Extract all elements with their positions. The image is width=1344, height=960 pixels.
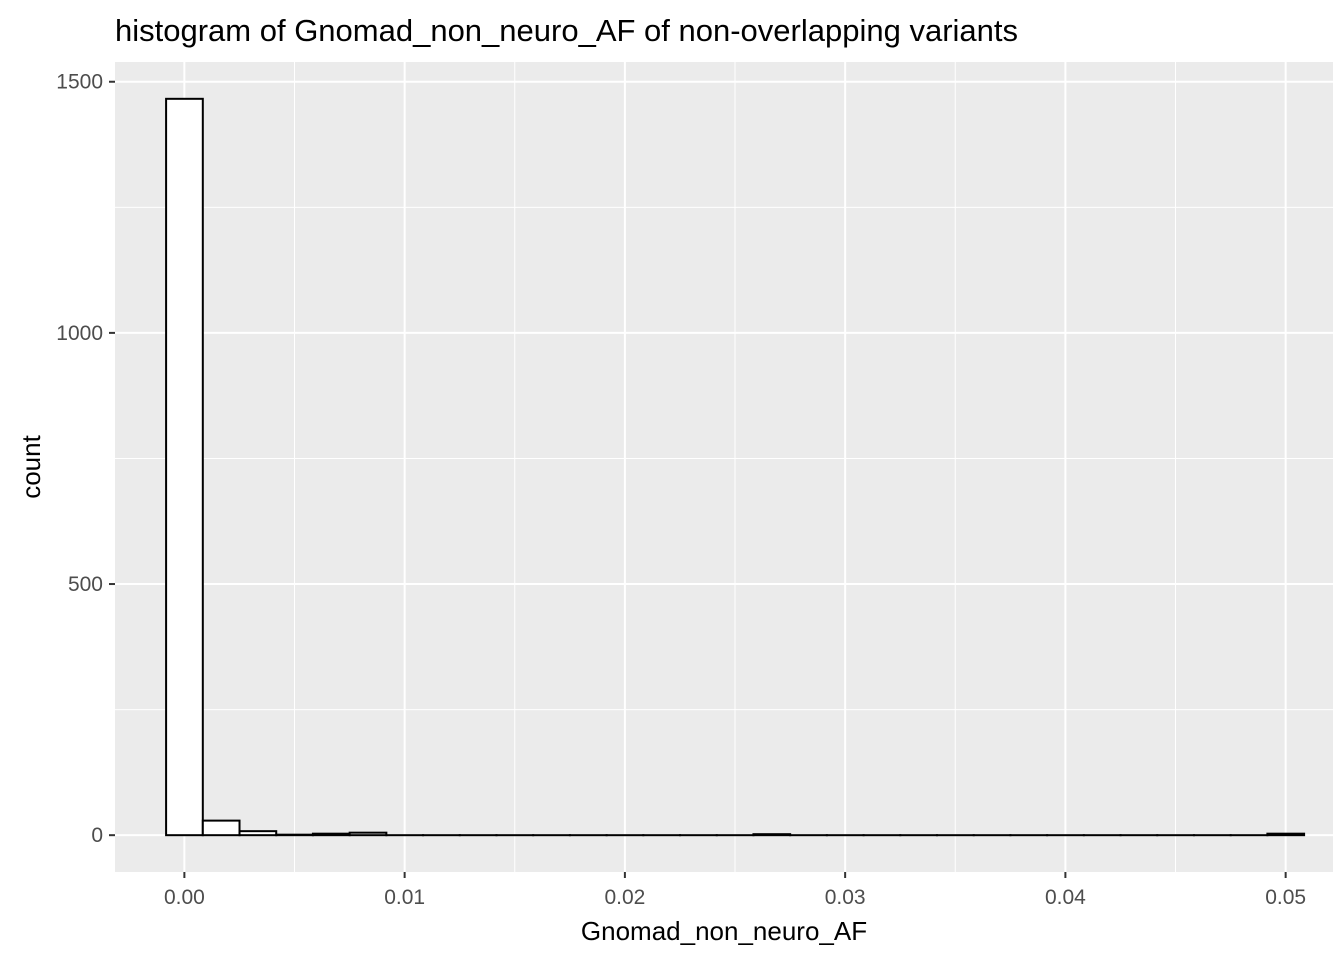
y-tick-label: 500 <box>68 573 103 596</box>
histogram-bar <box>348 831 388 837</box>
x-tick-label: 0.01 <box>384 886 425 909</box>
x-tick-label: 0.05 <box>1265 886 1306 909</box>
x-tick-label: 0.00 <box>164 886 205 909</box>
histogram-bar <box>311 832 351 837</box>
histogram-bar <box>275 833 314 837</box>
histogram-bar <box>752 833 792 837</box>
x-tick-label: 0.02 <box>604 886 645 909</box>
y-tick-label: 1500 <box>56 71 103 94</box>
y-tick-label: 0 <box>91 824 103 847</box>
y-axis-title: count <box>16 434 46 498</box>
plot-panel <box>115 62 1333 872</box>
minor-gridlines <box>115 62 1333 872</box>
x-tick-label: 0.03 <box>825 886 866 909</box>
histogram-bar <box>238 830 278 837</box>
histogram-bar <box>201 819 241 837</box>
y-axis: 0 500 1000 1500 <box>56 71 115 847</box>
chart-title: histogram of Gnomad_non_neuro_AF of non-… <box>115 13 1018 48</box>
histogram-bars <box>165 97 1306 837</box>
histogram-bar <box>165 97 204 837</box>
x-axis: 0.00 0.01 0.02 0.03 0.04 0.05 <box>164 872 1306 909</box>
x-axis-title: Gnomad_non_neuro_AF <box>581 916 867 946</box>
histogram-bar <box>1266 832 1306 837</box>
x-tick-label: 0.04 <box>1045 886 1086 909</box>
y-tick-label: 1000 <box>56 322 103 345</box>
